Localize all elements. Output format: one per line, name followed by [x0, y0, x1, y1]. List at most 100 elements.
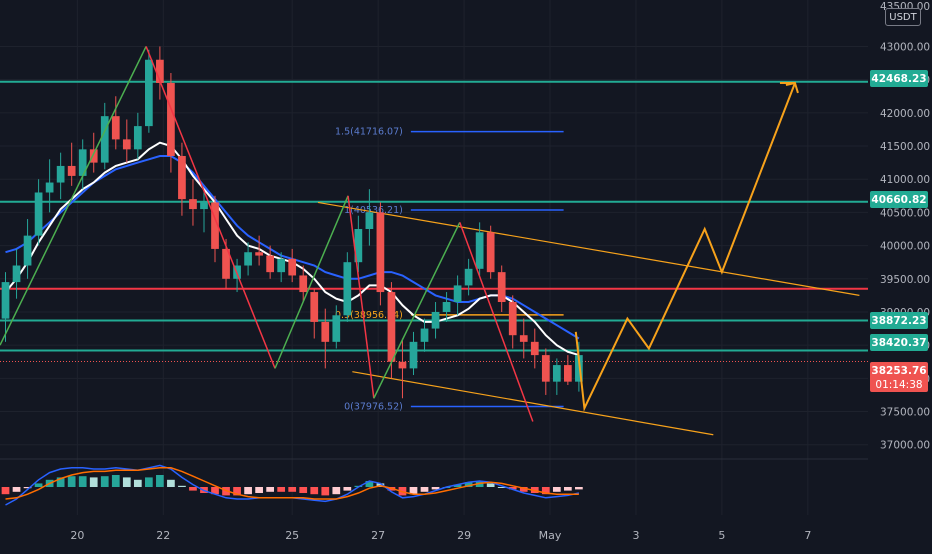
x-tick-label: 3 — [632, 529, 639, 542]
y-tick-label: 43000.00 — [880, 41, 930, 53]
x-tick-label: 22 — [156, 529, 170, 542]
candle-body — [365, 212, 374, 229]
candle-body — [211, 202, 219, 249]
x-tick-label: 20 — [70, 529, 84, 542]
candle-body — [464, 268, 473, 286]
price-badge-label: 38420.37 — [871, 337, 926, 349]
macd-histogram-bar — [508, 487, 517, 490]
candle-body — [266, 255, 275, 273]
macd-histogram-bar — [453, 484, 462, 487]
candle-body — [288, 258, 297, 276]
macd-histogram-bar — [56, 477, 65, 487]
candle-body — [431, 311, 440, 329]
candle-body — [299, 275, 308, 293]
candle-body — [475, 232, 484, 269]
candle-body — [508, 302, 517, 336]
price-badge — [870, 191, 928, 208]
countdown-label: 01:14:38 — [875, 379, 922, 391]
channel-lines — [317, 201, 860, 436]
fib-level-label: 1.5(41716.07) — [335, 127, 403, 138]
candle-body — [530, 341, 539, 356]
macd-pane: 0.00 — [1, 464, 903, 506]
candle-body — [144, 59, 153, 127]
y-tick-label: 37000.00 — [880, 440, 930, 452]
fib-level-label: 1(40536.21) — [344, 205, 403, 216]
candle-body — [56, 165, 65, 183]
macd-histogram-bar — [12, 487, 21, 492]
candle-body — [111, 116, 120, 140]
candle-body — [189, 199, 197, 210]
projection-arrowhead — [785, 81, 799, 94]
x-tick-label: 5 — [718, 529, 725, 542]
macd-histogram-bar — [244, 487, 252, 495]
candle-body — [1, 282, 10, 319]
macd-histogram-bar — [266, 487, 275, 492]
candle-body — [332, 315, 341, 342]
fib-level-label: 0.5(38956.34) — [335, 310, 403, 321]
macd-histogram-bar — [409, 487, 418, 495]
zigzag-segment — [373, 222, 461, 399]
candle-body — [354, 229, 363, 263]
candle-body — [453, 285, 462, 303]
candle-body — [67, 165, 76, 176]
candle-body — [167, 82, 175, 156]
macd-histogram-bar — [255, 487, 263, 493]
channel-line — [352, 371, 714, 436]
macd-histogram-bar — [486, 483, 495, 487]
candle-body — [519, 335, 528, 342]
projection-line — [574, 82, 796, 412]
y-tick-label: 41000.00 — [880, 174, 930, 186]
macd-histogram-bar — [233, 487, 241, 496]
candle-body — [310, 292, 319, 322]
candle-body — [89, 149, 98, 163]
candle-body — [575, 355, 583, 382]
macd-histogram-bar — [310, 487, 319, 495]
candle-body — [178, 155, 186, 200]
macd-histogram-bar — [575, 487, 583, 490]
fib-level-label: 0(37976.52) — [344, 401, 403, 412]
candle-body — [563, 365, 572, 382]
x-tick-label: May — [539, 529, 562, 542]
macd-histogram-bar — [111, 475, 120, 487]
candles — [1, 46, 583, 399]
price-badges: 42468.23 40660.82 38872.23 38420.37 38253.76… — [870, 70, 928, 392]
macd-histogram-bar — [541, 487, 550, 495]
candle-body — [156, 59, 164, 83]
x-axis[interactable]: 20 22 25 27 29 May 3 5 7 — [70, 529, 811, 542]
macd-histogram-bar — [133, 479, 142, 487]
candle-body — [133, 126, 142, 150]
price-badge — [870, 362, 928, 392]
macd-histogram-bar — [299, 487, 308, 493]
currency-badge[interactable]: USDT — [885, 8, 921, 26]
y-tick-label: 42000.00 — [880, 108, 930, 120]
y-axis[interactable]: 43500.0043000.0042500.0042000.0041500.00… — [868, 0, 932, 550]
zigzag-pattern — [0, 46, 534, 422]
macd-histogram-bar — [365, 481, 374, 487]
candle-body — [387, 292, 396, 362]
candle-body — [541, 355, 550, 382]
y-tick-label: 39500.00 — [880, 274, 930, 286]
macd-histogram-bar — [288, 487, 297, 492]
macd-histogram-bar — [167, 479, 175, 487]
macd-histogram-bar — [563, 487, 572, 491]
macd-histogram-bar — [552, 487, 561, 492]
candle-body — [222, 248, 230, 279]
zigzag-segment — [274, 195, 349, 369]
candle-body — [45, 182, 54, 193]
macd-histogram-bar — [321, 487, 330, 496]
candle-body — [420, 328, 429, 342]
price-badge-label: 40660.82 — [871, 194, 926, 206]
y-tick-label: 41500.00 — [880, 141, 930, 153]
projection-path — [574, 81, 799, 412]
candle-body — [277, 258, 286, 273]
zigzag-segment — [347, 195, 375, 399]
price-badge — [870, 70, 928, 87]
y-tick-label: 37500.00 — [880, 407, 930, 419]
fib-extension: 1.5(41716.07) 1(40536.21) 0.5(38956.34) 0(3… — [335, 127, 564, 412]
macd-histogram-bar — [519, 487, 528, 492]
macd-signal-line — [5, 467, 579, 500]
x-tick-label: 7 — [804, 529, 811, 542]
macd-histogram-bar — [34, 483, 43, 487]
